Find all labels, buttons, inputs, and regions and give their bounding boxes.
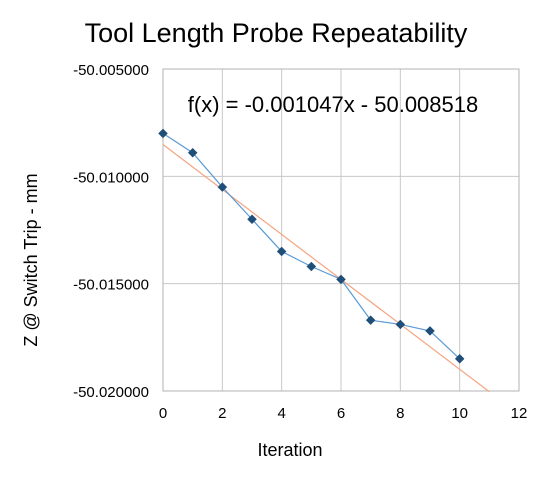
x-tick-label: 2 xyxy=(218,405,226,422)
markers-layer xyxy=(158,128,465,364)
x-axis-label: Iteration xyxy=(257,440,322,460)
data-point xyxy=(276,246,287,257)
plot-frame xyxy=(162,68,520,392)
x-tick-label: 4 xyxy=(277,405,285,422)
series-line-layer xyxy=(162,132,461,360)
y-tick-label: -50.020000 xyxy=(73,384,149,401)
x-tick-label: 8 xyxy=(396,405,404,422)
x-tick-label: 10 xyxy=(451,405,468,422)
grid-lines xyxy=(162,68,520,392)
y-tick-label: -50.005000 xyxy=(73,62,149,79)
chart-title: Tool Length Probe Repeatability xyxy=(85,18,468,48)
y-tick-label: -50.015000 xyxy=(73,277,149,294)
axes xyxy=(162,68,520,392)
trendline-layer xyxy=(162,144,490,393)
data-point xyxy=(454,353,465,364)
x-tick-label: 12 xyxy=(511,405,528,422)
data-point xyxy=(365,315,376,326)
data-point xyxy=(425,326,435,336)
trendline-equation: f(x) = -0.001047x - 50.008518 xyxy=(188,92,478,117)
data-point xyxy=(158,128,168,139)
x-tick-labels: 0 2 4 6 8 10 12 xyxy=(159,405,528,422)
data-point xyxy=(247,214,257,225)
x-tick-label: 0 xyxy=(159,405,167,422)
trendline xyxy=(162,144,490,393)
data-point xyxy=(187,147,198,158)
y-tick-labels: -50.005000 -50.010000 -50.015000 -50.020000 xyxy=(73,62,149,401)
series-line xyxy=(162,132,461,360)
x-tick-label: 6 xyxy=(337,405,345,422)
y-axis-label: Z @ Switch Trip - mm xyxy=(21,173,41,346)
data-point xyxy=(217,182,228,192)
data-point xyxy=(336,274,346,285)
data-point xyxy=(306,261,317,272)
data-point xyxy=(395,319,406,330)
y-tick-label: -50.010000 xyxy=(73,169,149,186)
